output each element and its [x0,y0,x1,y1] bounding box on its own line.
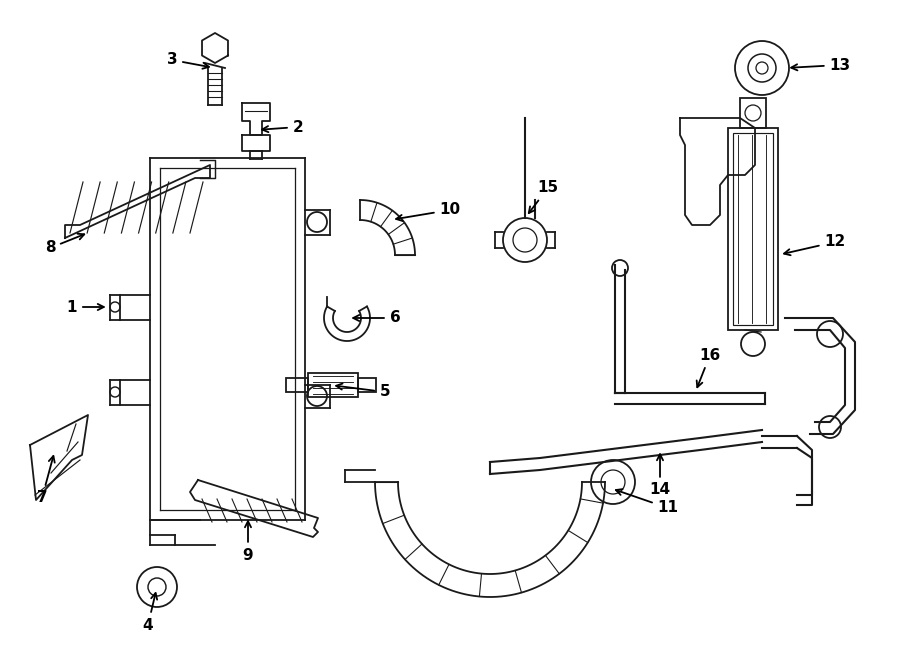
Bar [733,133,773,325]
Bar [308,373,358,397]
Text: 5: 5 [336,383,391,399]
Bar [358,378,376,392]
Text: 9: 9 [243,521,253,563]
Text: 12: 12 [784,235,846,255]
Text: 4: 4 [143,593,157,633]
Bar [286,378,308,392]
Bar [740,98,766,128]
Text: 13: 13 [791,58,850,73]
Text: 8: 8 [45,234,85,256]
Text: 1: 1 [67,299,104,315]
Text: 7: 7 [37,456,55,506]
Text: 6: 6 [353,311,400,325]
Bar [728,128,778,330]
Text: 3: 3 [166,52,209,69]
Text: 11: 11 [616,489,679,516]
Text: 14: 14 [650,454,670,498]
Text: 10: 10 [396,202,461,221]
Text: 2: 2 [262,120,303,134]
Text: 16: 16 [697,348,721,387]
Text: 15: 15 [529,180,559,213]
